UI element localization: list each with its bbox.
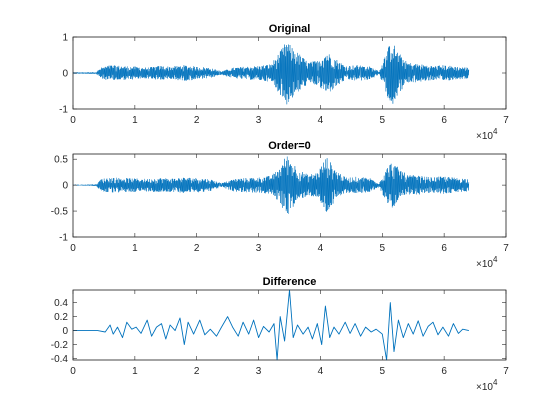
- subplot-1-x-multiplier-exponent: 4: [493, 127, 498, 136]
- subplot-1-signal-line: [72, 44, 470, 105]
- subplot-3-xtick-label: 2: [194, 366, 200, 377]
- subplot-2-xtick-label: 3: [256, 243, 262, 254]
- subplot-3-xtick-label: 1: [132, 366, 138, 377]
- subplot-3-xtick-label: 6: [441, 366, 447, 377]
- subplot-3-x-multiplier: ×104: [476, 378, 498, 393]
- subplot-1-xtick-label: 2: [194, 115, 200, 126]
- subplot-3-ytick-label: 0.2: [54, 312, 68, 323]
- subplot-3-xtick-label: 3: [256, 366, 262, 377]
- subplot-2-xtick-label: 5: [380, 243, 386, 254]
- subplot-3-title: Difference: [263, 276, 317, 288]
- subplot-1-ytick-label: 1: [62, 33, 68, 44]
- subplot-2-xtick-label: 2: [194, 243, 200, 254]
- subplot-2-xtick-label: 4: [318, 243, 324, 254]
- subplot-1-xtick-label: 6: [441, 115, 447, 126]
- subplot-3-ytick-label: 0: [62, 326, 68, 337]
- subplot-1-xtick-label: 3: [256, 115, 262, 126]
- subplot-3-signal-line: [73, 289, 469, 361]
- subplot-1-xtick-label: 1: [132, 115, 138, 126]
- subplot-1-xtick-label: 7: [503, 115, 509, 126]
- subplot-1-ytick-label: 0: [62, 69, 68, 80]
- subplot-2-x-multiplier: ×104: [476, 255, 498, 270]
- subplot-2-ytick-label: 0: [62, 181, 68, 192]
- subplot-1-ytick-label: -1: [59, 105, 68, 116]
- subplot-1-xtick-label: 4: [318, 115, 324, 126]
- subplot-1-xtick-label: 5: [380, 115, 386, 126]
- subplot-1-x-multiplier: ×104: [476, 127, 498, 142]
- subplot-2-xtick-label: 1: [132, 243, 138, 254]
- subplot-2-xtick-label: 7: [503, 243, 509, 254]
- subplot-difference: 0 1 2 3 4 5 6 7 -0.4 -0.2 0 0.2 0.4 Difference ×104: [51, 276, 509, 393]
- subplot-2-title: Order=0: [268, 140, 311, 152]
- subplot-3-ytick-label: 0.4: [54, 298, 68, 309]
- subplot-2-x-multiplier-exponent: 4: [493, 255, 498, 264]
- subplot-2-axes-border: [72, 153, 507, 238]
- subplot-2-ytick-label: -0.5: [51, 207, 69, 218]
- subplot-3-xtick-label: 5: [380, 366, 386, 377]
- subplot-1-title: Original: [269, 23, 311, 35]
- subplot-2-ytick-label: -1: [59, 233, 68, 244]
- subplot-3-axes-border: [72, 289, 507, 361]
- subplot-3-x-multiplier-exponent: 4: [493, 378, 498, 387]
- subplot-3-xtick-label: 4: [318, 366, 324, 377]
- subplot-2-xtick-label: 0: [70, 243, 76, 254]
- subplot-order-0: 0 1 2 3 4 5 6 7 -1 -0.5 0 0.5 Order=0 ×104: [51, 140, 509, 270]
- subplot-3-xtick-label: 7: [503, 366, 509, 377]
- subplot-3-xtick-label: 0: [70, 366, 76, 377]
- subplot-2-xtick-label: 6: [441, 243, 447, 254]
- subplot-3-ytick-label: -0.2: [51, 340, 69, 351]
- subplot-3-axes-box: [72, 289, 507, 361]
- subplot-2-axes-box: [72, 153, 507, 238]
- subplot-2-ytick-label: 0.5: [54, 155, 68, 166]
- subplot-2-signal-line: [72, 156, 470, 215]
- subplot-3-ytick-label: -0.4: [51, 354, 69, 365]
- subplot-1-xtick-label: 0: [70, 115, 76, 126]
